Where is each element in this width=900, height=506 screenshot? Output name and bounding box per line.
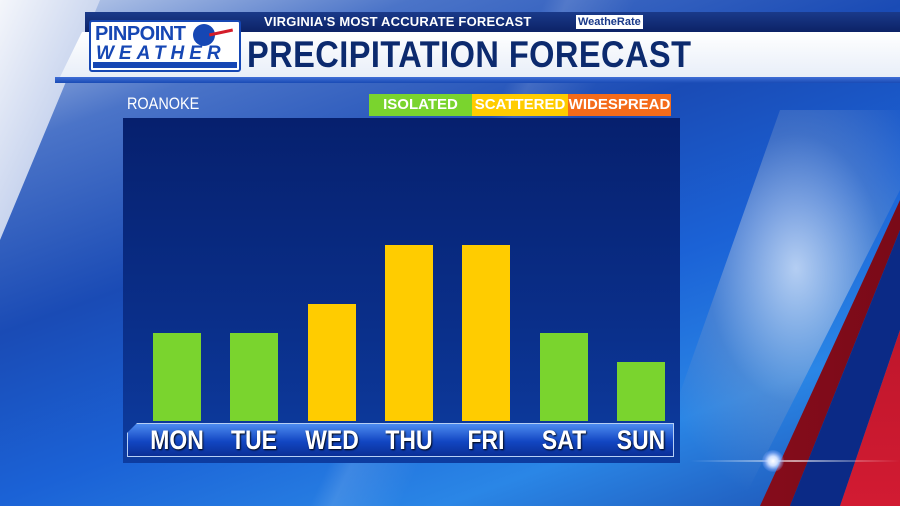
bar-mon <box>153 333 201 421</box>
legend-widespread: WIDESPREAD <box>568 94 671 116</box>
logo-base-bar <box>93 62 237 68</box>
tagline: VIRGINIA'S MOST ACCURATE FORECAST <box>264 14 532 29</box>
lens-flare <box>762 450 784 472</box>
day-label-sun: SUN <box>616 425 666 455</box>
bar-wed <box>308 304 356 421</box>
title-bar-underline <box>55 77 900 83</box>
pinpoint-weather-logo: PINPOINT WEATHER <box>89 20 241 72</box>
logo-line1: PINPOINT <box>95 23 186 45</box>
day-label-thu: THU <box>385 425 433 455</box>
bar-sun <box>617 362 665 421</box>
legend-isolated: ISOLATED <box>369 94 472 116</box>
location-label: ROANOKE <box>127 94 200 113</box>
bar-thu <box>385 245 433 421</box>
day-label-wed: WED <box>305 425 359 455</box>
day-label-banner <box>127 423 674 457</box>
day-label-mon: MON <box>150 425 204 455</box>
bar-tue <box>230 333 278 421</box>
bar-sat <box>540 333 588 421</box>
day-label-fri: FRI <box>467 425 505 455</box>
legend-scattered: SCATTERED <box>472 94 568 116</box>
day-label-sat: SAT <box>541 425 587 455</box>
logo-line2: WEATHER <box>96 43 226 64</box>
legend: ISOLATED SCATTERED WIDESPREAD <box>369 94 671 116</box>
day-label-tue: TUE <box>231 425 277 455</box>
page-title: PRECIPITATION FORECAST <box>247 34 692 75</box>
lens-flare-line <box>690 460 900 462</box>
map-pin-icon <box>193 24 215 46</box>
tagline-bar <box>85 12 900 32</box>
bar-fri <box>462 245 510 421</box>
weatherate-badge: WeatheRate <box>576 15 643 29</box>
